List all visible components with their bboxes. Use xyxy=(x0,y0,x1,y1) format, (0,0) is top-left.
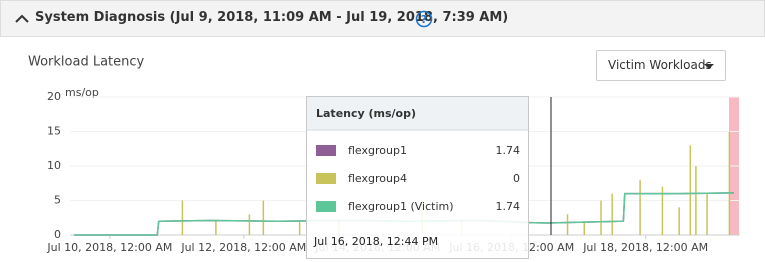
tooltip-title: Latency (ms/op) xyxy=(316,107,416,120)
tooltip-value: 1.74 xyxy=(496,200,521,213)
y-axis-label: ms/op xyxy=(65,86,99,99)
tooltip-swatch xyxy=(316,173,336,184)
tooltip-box xyxy=(306,96,529,259)
y-tick-label: 15 xyxy=(47,125,61,138)
y-tick-label: 20 xyxy=(47,90,61,103)
x-tick-label: Jul 14, 2018, 12:00 AM xyxy=(314,241,440,254)
tooltip-swatch xyxy=(316,201,336,212)
tooltip-swatch xyxy=(316,145,336,156)
x-tick-label: Jul 12, 2018, 12:00 AM xyxy=(180,241,306,254)
tooltip-value: 0 xyxy=(513,172,520,185)
y-tick-label: 10 xyxy=(47,159,61,172)
series-line xyxy=(74,192,735,236)
x-tick-label: Jul 16, 2018, 12:00 AM xyxy=(448,241,574,254)
button-label: Victim Workloads xyxy=(608,58,712,72)
y-tick-label: 0 xyxy=(54,228,61,241)
y-tick-label: 5 xyxy=(54,194,61,207)
tooltip-header xyxy=(307,97,528,130)
highlight-band xyxy=(729,97,739,235)
header[interactable]: System Diagnosis (Jul 9, 2018, 11:09 AM … xyxy=(0,0,765,37)
header-title: System Diagnosis (Jul 9, 2018, 11:09 AM … xyxy=(35,10,509,25)
svg-text:?: ? xyxy=(421,13,427,26)
tooltip-series-name: flexgroup1 xyxy=(348,144,407,157)
victim-workloads-dropdown[interactable]: Victim Workloads xyxy=(596,50,726,81)
tooltip-series-name: flexgroup1 (Victim) xyxy=(348,200,454,213)
tooltip-value: 1.74 xyxy=(496,144,521,157)
dropdown-arrow xyxy=(704,64,714,69)
series-line xyxy=(74,192,735,236)
tooltip-time: Jul 16, 2018, 12:44 PM xyxy=(313,235,438,248)
tooltip-series-name: flexgroup4 xyxy=(348,172,407,185)
chart-title: Workload Latency xyxy=(28,55,145,70)
collapse-icon[interactable] xyxy=(7,1,37,36)
help-icon[interactable]: ? xyxy=(414,9,434,29)
x-tick-label: Jul 18, 2018, 12:00 AM xyxy=(582,241,708,254)
x-tick-label: Jul 10, 2018, 12:00 AM xyxy=(46,241,172,254)
